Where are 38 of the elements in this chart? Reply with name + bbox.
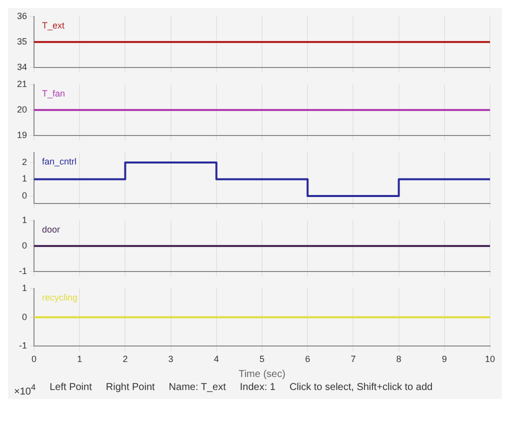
x-tick-label: 7 [350,354,356,364]
text: Index: 1 [240,382,276,395]
series-label: fan_cntrl [42,156,77,166]
x-tick-label: 2 [122,354,128,364]
y-tick-label: 0 [22,312,27,322]
y-tick-label: 19 [16,130,27,140]
y-tick-label: 0 [22,240,27,250]
y-tick-label: 21 [16,78,27,89]
x-tick-label: 9 [442,354,447,364]
y-tick-label: 36 [16,10,27,21]
text: Left Point [50,382,92,395]
y-tick-label: 2 [22,156,27,167]
y-tick-label: -1 [18,340,27,351]
series-label: recycling [42,292,78,302]
y-tick-label: 1 [22,214,27,225]
x-tick-label: 1 [77,354,82,364]
y-tick-label: 0 [22,190,27,201]
x-tick-label: 10 [484,354,495,364]
series-label: door [42,224,60,234]
y-tick-label: 34 [16,62,27,72]
y-tick-label: 20 [16,104,27,114]
y-tick-label: 1 [22,282,27,293]
x-tick-label: 4 [214,354,219,364]
x-axis-title: Time (sec) [238,368,286,380]
text: Click to select, Shift+click to add [289,382,433,395]
text: Right Point [106,382,155,395]
series-label: T_ext [42,20,66,30]
text: ×10$^{4}$ [14,382,36,398]
y-tick-label: 35 [16,36,27,46]
y-tick-label: -1 [18,266,27,276]
x-tick-label: 0 [31,354,37,364]
series-label: T_fan [42,88,66,98]
x-tick-label: 8 [396,354,402,364]
y-tick-label: 1 [22,174,27,184]
x-tick-label: 5 [259,354,265,364]
x-tick-label: 6 [305,354,310,364]
text: Name: T_ext [168,382,226,395]
x-tick-label: 3 [168,354,174,364]
